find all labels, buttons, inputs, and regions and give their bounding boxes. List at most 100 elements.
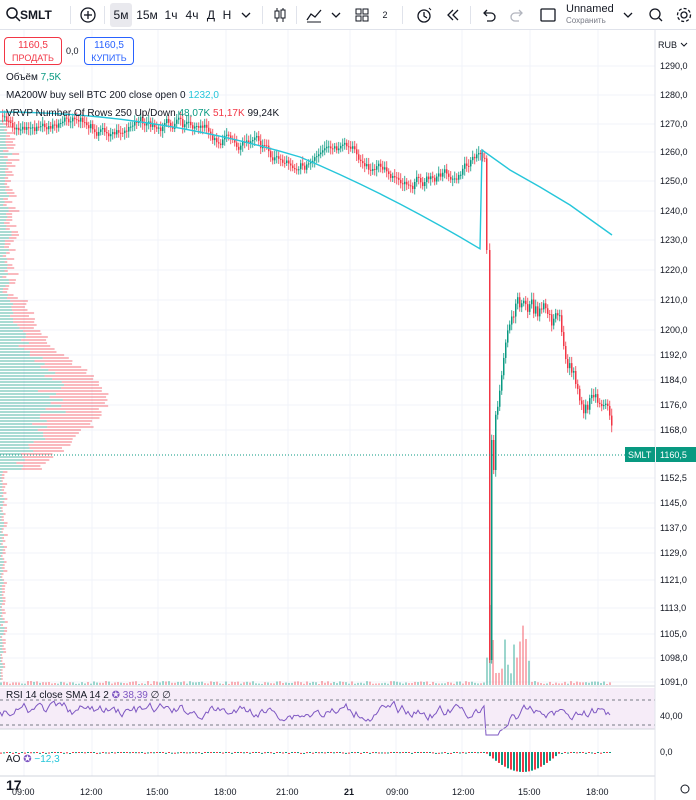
indicators-icon[interactable] [304, 5, 324, 25]
volume-legend[interactable]: Объём 7,5K [6, 72, 61, 83]
candle-body [4, 116, 6, 118]
candle-body [252, 139, 254, 142]
candle-body [390, 174, 392, 178]
buy-button[interactable]: 1160,5 КУПИТЬ [84, 37, 134, 65]
volume-profile-up-bar [0, 270, 5, 272]
volume-bar [267, 682, 269, 685]
price-axis-ticks[interactable]: 1290,0 1280,0 1270,0 1260,0 1250,0 1240,0 1230… [660, 61, 688, 687]
volume-profile-up-bar [0, 150, 4, 152]
volume-profile-up-bar [0, 291, 3, 293]
candle-body [312, 160, 314, 163]
volume-bar [144, 683, 146, 685]
ao-bar [114, 752, 116, 754]
candle-body [372, 168, 374, 171]
chevron-down-icon[interactable] [618, 5, 638, 25]
volume-bar [348, 683, 350, 685]
sell-button[interactable]: 1160,5 ПРОДАТЬ [4, 37, 62, 65]
volume-profile-up-bar [0, 222, 5, 224]
candle-body [132, 125, 134, 127]
ao-bar [261, 752, 263, 754]
interval-week[interactable]: Н [222, 8, 232, 22]
volume-bar [66, 683, 68, 685]
price-tick: 1145,0 [660, 498, 687, 508]
current-symbol-text: SMLT [628, 450, 652, 460]
interval-day[interactable]: Д [206, 8, 216, 22]
time-axis[interactable]: 09:00 12:00 15:00 18:00 21:00 21 09:00 1… [12, 787, 609, 797]
volume-profile-down-bar [3, 570, 8, 572]
chevron-down-icon[interactable] [236, 5, 256, 25]
volume-profile-up-bar [0, 378, 53, 380]
layout-grid-icon[interactable] [352, 5, 372, 25]
price-tick: 1152,5 [660, 473, 687, 483]
ao-axis-tick: 0,0 [660, 747, 673, 757]
current-price-label [656, 447, 696, 462]
candle-body [589, 398, 591, 410]
settings-gear-icon[interactable] [674, 5, 694, 25]
candle-body [34, 127, 36, 132]
volume-profile-down-bar [6, 144, 16, 146]
ao-bar [192, 752, 194, 753]
layout-save-icon[interactable] [538, 5, 558, 25]
volume-profile-down-bar [5, 228, 10, 230]
layout-count-badge[interactable]: 2 [382, 10, 388, 20]
ao-bar [21, 752, 23, 753]
volume-profile-down-bar [48, 369, 88, 371]
candle-body [529, 304, 531, 312]
ma-legend[interactable]: MA200W buy sell BTC 200 close open 0 123… [6, 90, 219, 101]
price-axis-currency[interactable]: RUB [658, 40, 677, 50]
ao-bar [357, 752, 359, 753]
price-tick: 1137,0 [660, 523, 687, 533]
axis-settings-icon[interactable] [680, 784, 690, 794]
vrvp-legend[interactable]: VRVP Number Of Rows 250 Up/Down 48,07K 5… [6, 108, 279, 119]
volume-bar [120, 682, 122, 685]
symbol-name[interactable]: SMLT [20, 8, 52, 22]
interval-4h[interactable]: 4ч [185, 8, 199, 22]
price-tick: 1240,0 [660, 206, 688, 216]
volume-bar [363, 683, 365, 685]
price-tick: 1091,0 [660, 677, 688, 687]
add-symbol-icon[interactable] [78, 5, 98, 25]
ao-bar [240, 752, 242, 753]
candle-body [46, 127, 48, 130]
interval-5m[interactable]: 5м [110, 3, 132, 27]
price-chart[interactable]: RUB 1290,0 1280,0 1270,0 1260,0 1250,0 1240,0… [0, 30, 696, 800]
ao-bar [408, 752, 410, 753]
alert-clock-icon[interactable] [414, 5, 434, 25]
ao-bar [156, 752, 158, 753]
volume-bar [75, 683, 77, 685]
candle-body [563, 332, 565, 347]
interval-1h[interactable]: 1ч [164, 8, 178, 22]
layout-name[interactable]: Unnamed Сохранить [566, 3, 614, 27]
rsi-settings-icon[interactable]: ✪ [111, 690, 121, 701]
chevron-down-icon[interactable] [326, 5, 346, 25]
ao-bar [570, 752, 572, 753]
undo-icon[interactable] [478, 5, 498, 25]
candles-icon[interactable] [270, 5, 290, 25]
candle-body [180, 117, 182, 120]
quick-search-icon[interactable] [646, 5, 666, 25]
ao-bar [48, 752, 50, 754]
ao-bar [474, 752, 476, 753]
search-icon[interactable] [4, 5, 24, 25]
ao-bar [141, 752, 143, 753]
candle-body [158, 127, 160, 129]
volume-profile-up-bar [0, 228, 6, 230]
rsi-legend-extra: ∅ ∅ [150, 690, 171, 701]
candle-body [366, 164, 368, 167]
volume-bar [39, 682, 41, 685]
ao-settings-icon[interactable]: ✪ [23, 754, 32, 765]
ao-legend[interactable]: AO ✪ −12,3 [6, 754, 60, 765]
candle-body [458, 174, 460, 180]
chevron-down-icon[interactable] [680, 42, 688, 47]
volume-bar [117, 682, 119, 685]
replay-icon[interactable] [442, 5, 462, 25]
volume-profile-down-bar [2, 597, 6, 599]
volume-profile-up-bar [0, 168, 6, 170]
rsi-legend[interactable]: RSI 14 close SMA 14 2 ✪ 38,39 ∅ ∅ [6, 690, 171, 701]
volume-bar [426, 681, 428, 685]
candle-body [332, 148, 334, 150]
interval-15m[interactable]: 15м [136, 8, 158, 22]
candle-body [595, 394, 597, 398]
redo-icon[interactable] [508, 5, 528, 25]
candle-body [198, 126, 200, 128]
